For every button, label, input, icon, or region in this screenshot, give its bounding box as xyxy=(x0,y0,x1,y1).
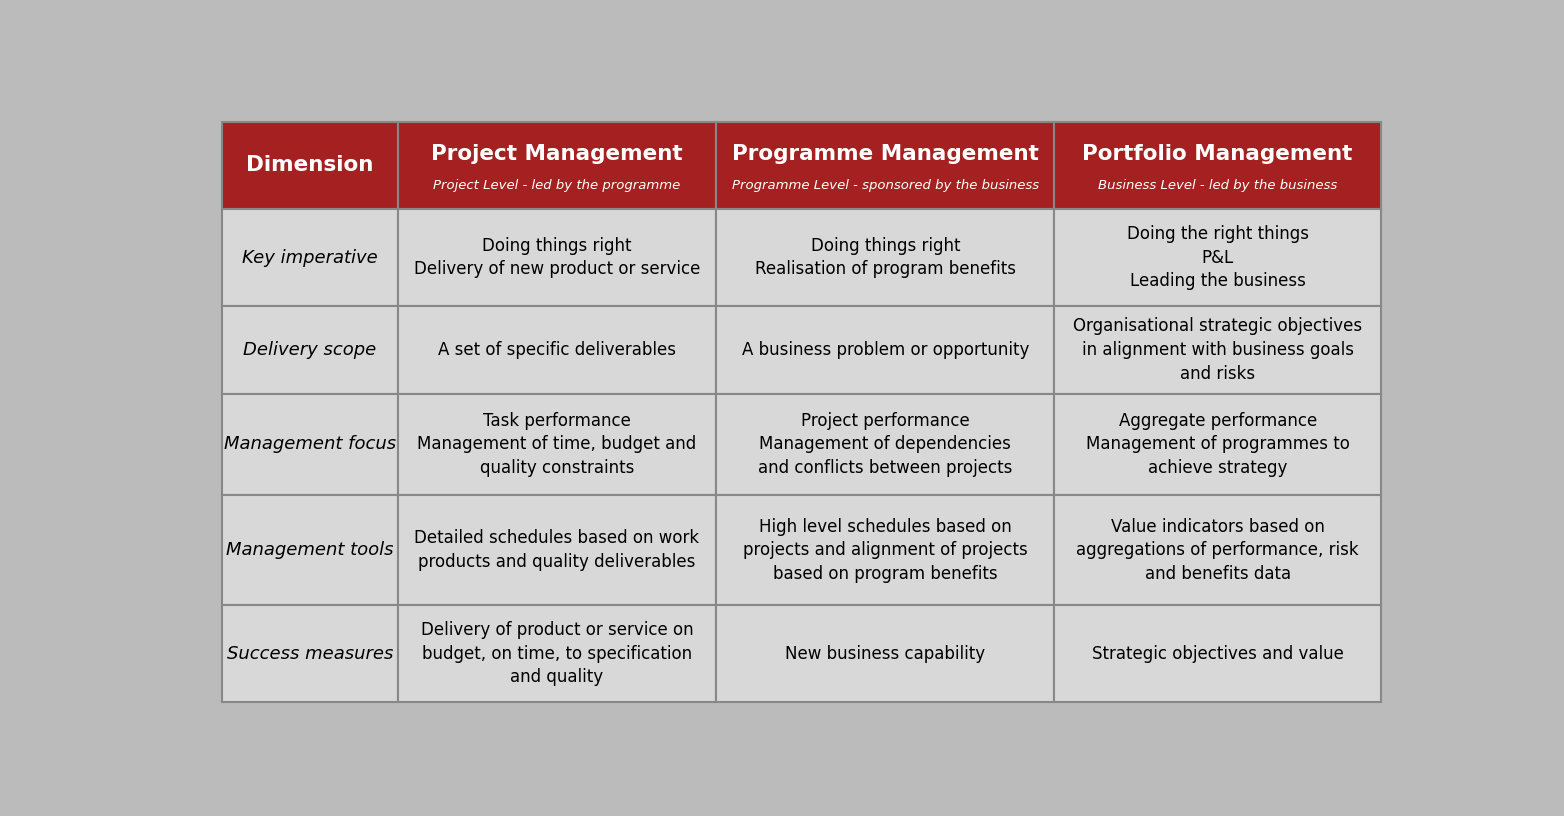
Bar xyxy=(716,495,1054,605)
Bar xyxy=(716,209,1054,306)
Bar xyxy=(397,122,716,209)
Text: Business Level - led by the business: Business Level - led by the business xyxy=(1098,179,1337,192)
Text: Project performance
Management of dependencies
and conflicts between projects: Project performance Management of depend… xyxy=(759,412,1012,477)
Bar xyxy=(1054,122,1381,209)
Bar xyxy=(397,306,716,394)
Text: Strategic objectives and value: Strategic objectives and value xyxy=(1092,645,1343,663)
Bar xyxy=(397,394,716,495)
Bar xyxy=(1054,495,1381,605)
Bar xyxy=(222,122,397,209)
Text: Delivery of product or service on
budget, on time, to specification
and quality: Delivery of product or service on budget… xyxy=(421,621,693,686)
Text: Management focus: Management focus xyxy=(224,436,396,454)
Bar xyxy=(716,605,1054,703)
Bar xyxy=(716,394,1054,495)
Text: Portfolio Management: Portfolio Management xyxy=(1082,144,1353,164)
Text: Project Level - led by the programme: Project Level - led by the programme xyxy=(433,179,680,192)
Bar xyxy=(397,605,716,703)
Text: Key imperative: Key imperative xyxy=(242,249,378,267)
Text: Doing things right
Realisation of program benefits: Doing things right Realisation of progra… xyxy=(755,237,1015,278)
Text: New business capability: New business capability xyxy=(785,645,985,663)
Text: Doing the right things
P&L
Leading the business: Doing the right things P&L Leading the b… xyxy=(1126,225,1309,290)
Bar xyxy=(1054,605,1381,703)
Bar xyxy=(397,495,716,605)
Text: Value indicators based on
aggregations of performance, risk
and benefits data: Value indicators based on aggregations o… xyxy=(1076,517,1359,583)
Bar xyxy=(222,394,397,495)
Text: Organisational strategic objectives
in alignment with business goals
and risks: Organisational strategic objectives in a… xyxy=(1073,317,1362,383)
Text: Delivery scope: Delivery scope xyxy=(244,341,377,359)
Bar xyxy=(397,209,716,306)
Text: Programme Management: Programme Management xyxy=(732,144,1038,164)
Text: A set of specific deliverables: A set of specific deliverables xyxy=(438,341,676,359)
Text: Detailed schedules based on work
products and quality deliverables: Detailed schedules based on work product… xyxy=(414,530,699,571)
Text: Management tools: Management tools xyxy=(227,541,394,559)
Text: Project Management: Project Management xyxy=(432,144,683,164)
Bar xyxy=(1054,306,1381,394)
Bar xyxy=(1054,209,1381,306)
Bar xyxy=(222,495,397,605)
Text: A business problem or opportunity: A business problem or opportunity xyxy=(741,341,1029,359)
Bar xyxy=(716,306,1054,394)
Text: Doing things right
Delivery of new product or service: Doing things right Delivery of new produ… xyxy=(414,237,701,278)
Bar xyxy=(222,306,397,394)
Text: Success measures: Success measures xyxy=(227,645,393,663)
Bar xyxy=(1054,394,1381,495)
Bar xyxy=(222,605,397,703)
Text: Programme Level - sponsored by the business: Programme Level - sponsored by the busin… xyxy=(732,179,1038,192)
Text: Task performance
Management of time, budget and
quality constraints: Task performance Management of time, bud… xyxy=(418,412,696,477)
Text: Dimension: Dimension xyxy=(247,155,374,175)
Text: High level schedules based on
projects and alignment of projects
based on progra: High level schedules based on projects a… xyxy=(743,517,1028,583)
Bar xyxy=(222,209,397,306)
Text: Aggregate performance
Management of programmes to
achieve strategy: Aggregate performance Management of prog… xyxy=(1085,412,1350,477)
Bar xyxy=(716,122,1054,209)
